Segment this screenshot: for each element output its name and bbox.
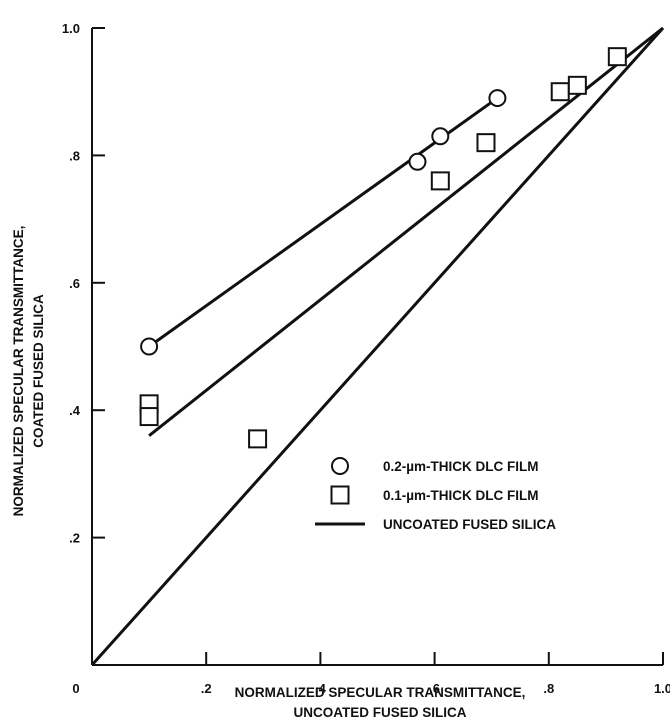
circle-data-point xyxy=(140,337,159,356)
x-tick-label: .8 xyxy=(543,681,554,696)
axes: .2 .4 .6 .8 1.0 .2 .4 .6 .8 1.0 xyxy=(62,21,670,696)
square-data-point xyxy=(430,171,450,191)
y-tick-label: .6 xyxy=(69,276,80,291)
circle-data-point xyxy=(488,89,507,108)
reference-line xyxy=(90,26,665,667)
y-axis-title-line-1: NORMALIZED SPECULAR TRANSMITTANCE, xyxy=(11,226,26,517)
circle-data-point xyxy=(408,152,427,171)
square-data-point xyxy=(476,133,496,153)
y-tick-label: .4 xyxy=(69,403,81,418)
x-tick-label: 1.0 xyxy=(654,681,670,696)
legend-circle-swatch xyxy=(331,457,349,475)
legend-label: 0.2-µm-THICK DLC FILM xyxy=(383,459,539,474)
legend-square-swatch xyxy=(330,485,350,505)
y-axis-title-line-2: COATED FUSED SILICA xyxy=(31,294,46,448)
square-data-point xyxy=(139,407,159,427)
y-tick-label: .8 xyxy=(69,148,80,163)
fit-line-series-2 xyxy=(148,26,664,437)
square-data-point xyxy=(550,82,570,102)
legend-label: 0.1-µm-THICK DLC FILM xyxy=(383,488,539,503)
square-data-point xyxy=(567,75,587,95)
chart-marks xyxy=(90,26,665,667)
x-tick-label: .6 xyxy=(429,681,440,696)
square-data-point xyxy=(248,429,268,449)
x-tick-label: .4 xyxy=(315,681,327,696)
square-data-point xyxy=(607,47,627,67)
x-tick-label: .2 xyxy=(201,681,212,696)
x-axis-title-line-2: UNCOATED FUSED SILICA xyxy=(293,705,466,720)
y-tick-label: .2 xyxy=(69,531,80,546)
x-axis-title-line-1: NORMALIZED SPECULAR TRANSMITTANCE, xyxy=(235,685,526,700)
legend-label: UNCOATED FUSED SILICA xyxy=(383,517,556,532)
origin-label: 0 xyxy=(72,681,79,696)
circle-data-point xyxy=(431,127,450,146)
legend: 0.2-µm-THICK DLC FILM 0.1-µm-THICK DLC FI… xyxy=(315,457,556,532)
y-tick-label: 1.0 xyxy=(62,21,80,36)
